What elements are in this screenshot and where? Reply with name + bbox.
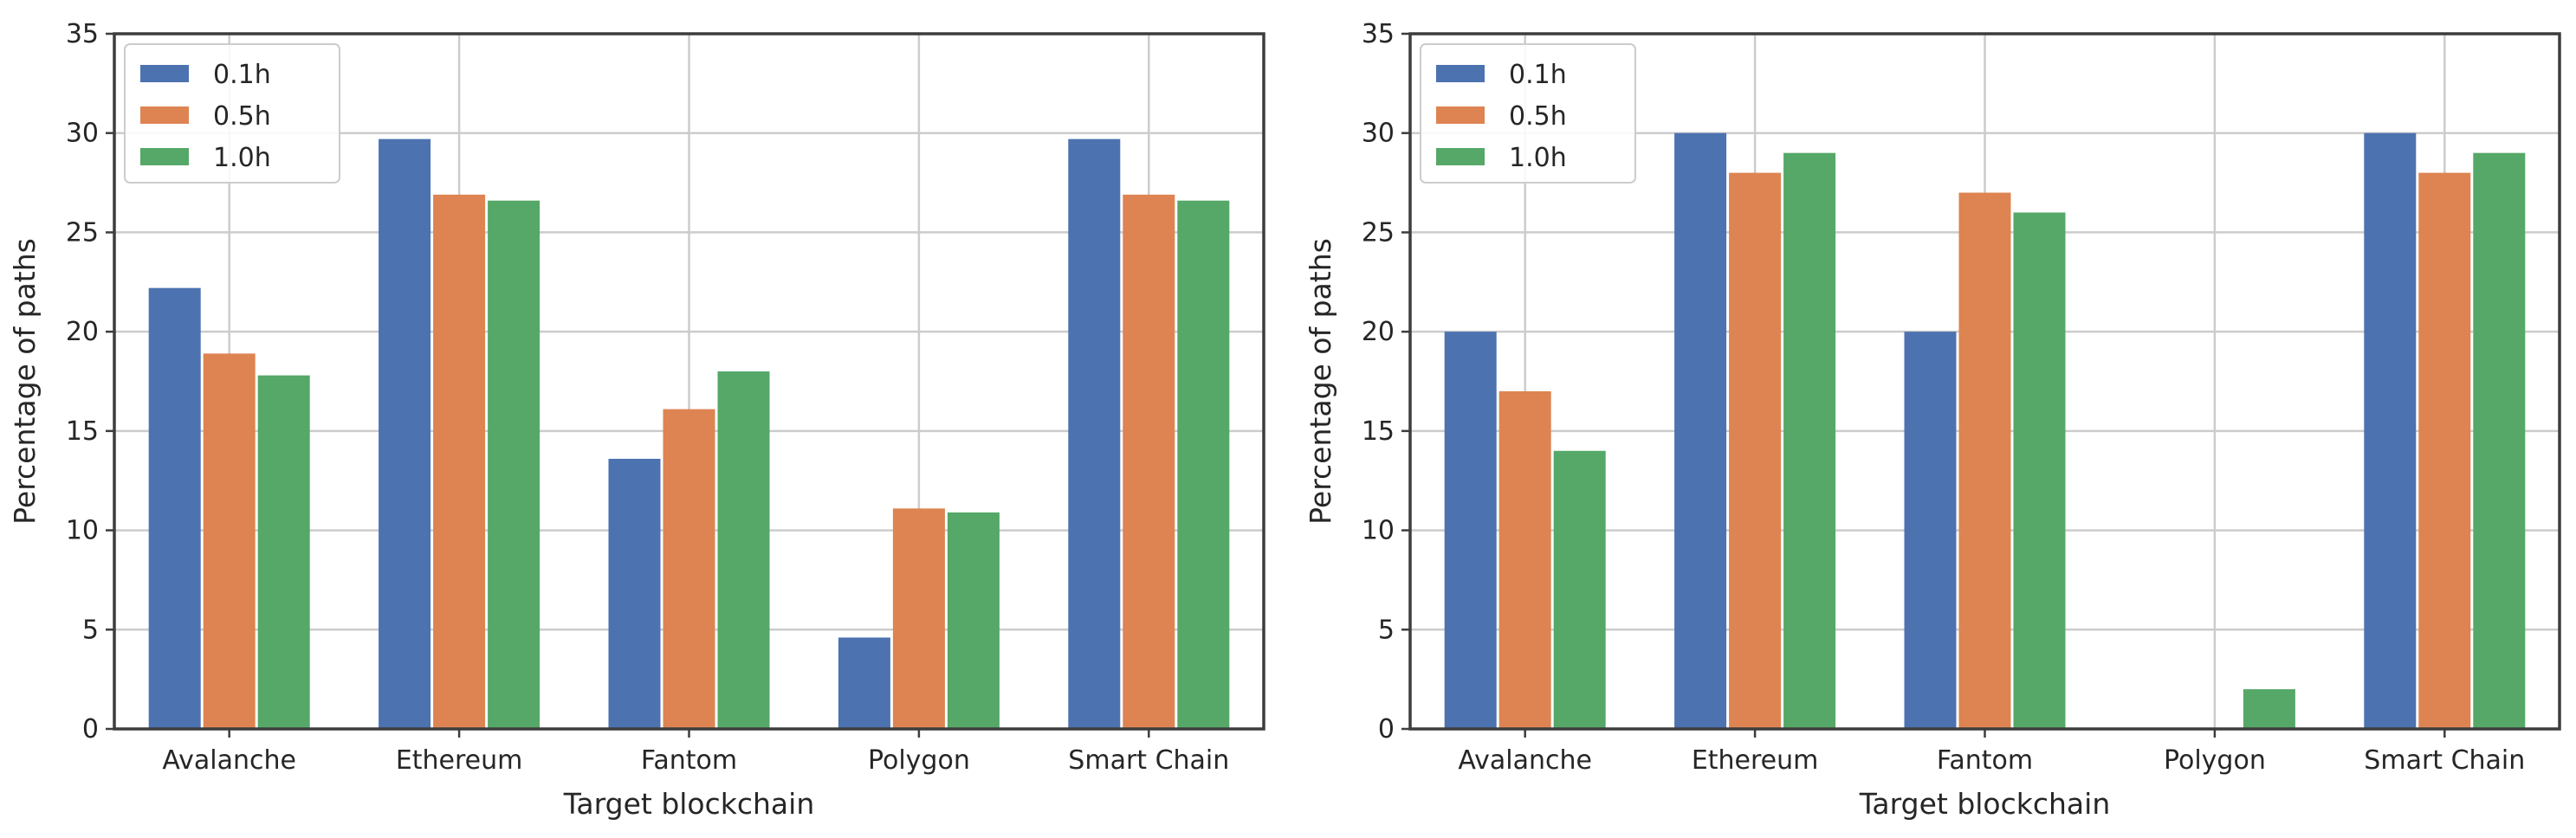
bar-0.1h-smart-chain: [2364, 132, 2417, 729]
y-tick-label: 35: [66, 19, 99, 49]
chart-panel-right: 0 5 10 15 20 25 30 35 Avalanche Ethereum Fantom Pol…: [1304, 19, 2561, 821]
bar-0.1h-fantom: [1904, 332, 1957, 729]
legend-swatch-0.1h: [1436, 65, 1485, 82]
x-tick-label: Polygon: [868, 745, 970, 776]
bar-1.0h-ethereum: [1783, 152, 1836, 729]
bar-1.0h-avalanche: [257, 375, 310, 729]
legend-swatch-0.5h: [140, 106, 189, 124]
legend-label-0.1h: 0.1h: [1509, 60, 1567, 90]
y-tick-label: 0: [1378, 714, 1395, 745]
bar-0.5h-ethereum: [433, 194, 486, 729]
x-tick-label: Avalanche: [1458, 745, 1592, 776]
bar-0.1h-smart-chain: [1068, 139, 1121, 729]
y-tick-label: 30: [1362, 119, 1395, 149]
legend-label-0.1h: 0.1h: [213, 60, 271, 90]
bar-1.0h-polygon: [947, 512, 1000, 729]
y-tick-label: 10: [1362, 516, 1395, 546]
x-tick-label: Ethereum: [1692, 745, 1819, 776]
y-tick-label: 15: [1362, 416, 1395, 447]
bar-1.0h-fantom: [717, 371, 770, 729]
bar-0.1h-fantom: [608, 458, 661, 729]
y-tick-label: 20: [66, 317, 99, 347]
bar-0.5h-fantom: [663, 409, 715, 729]
y-tick-label: 35: [1362, 19, 1395, 49]
y-axis-title: Percentage of paths: [8, 238, 42, 525]
bar-0.1h-ethereum: [379, 139, 431, 729]
y-tick-label: 15: [66, 416, 99, 447]
bar-1.0h-smart-chain: [2473, 152, 2526, 729]
y-tick-label: 10: [66, 516, 99, 546]
legend-swatch-1.0h: [140, 148, 189, 165]
legend-label-1.0h: 1.0h: [213, 143, 271, 173]
legend-swatch-0.5h: [1436, 106, 1485, 124]
y-axis-title: Percentage of paths: [1304, 238, 1337, 525]
x-tick-label: Smart Chain: [2364, 745, 2525, 776]
bar-0.5h-polygon: [892, 508, 945, 729]
bar-1.0h-smart-chain: [1177, 200, 1230, 730]
y-tick-label: 25: [66, 217, 99, 248]
legend-swatch-1.0h: [1436, 148, 1485, 165]
x-tick-label: Avalanche: [162, 745, 296, 776]
x-axis-title: Target blockchain: [563, 787, 815, 821]
x-tick-label: Fantom: [1937, 745, 2033, 776]
bar-0.5h-fantom: [1958, 192, 2011, 730]
bar-0.1h-polygon: [838, 637, 890, 729]
y-tick-label: 20: [1362, 317, 1395, 347]
x-tick-label: Fantom: [641, 745, 737, 776]
bar-1.0h-fantom: [2013, 212, 2066, 729]
bar-0.1h-ethereum: [1674, 132, 1727, 729]
bar-0.5h-smart-chain: [1123, 194, 1175, 729]
plot-frame: [1408, 32, 2561, 731]
y-tick-label: 5: [82, 615, 99, 645]
y-tick-label: 0: [82, 714, 99, 745]
x-tick-label: Smart Chain: [1068, 745, 1229, 776]
bar-0.5h-smart-chain: [2418, 172, 2471, 730]
bar-1.0h-avalanche: [1553, 450, 1606, 729]
bar-0.5h-avalanche: [1498, 390, 1551, 729]
x-tick-label: Ethereum: [396, 745, 523, 776]
bar-1.0h-polygon: [2243, 689, 2295, 729]
legend-label-0.5h: 0.5h: [213, 101, 271, 132]
bar-0.5h-ethereum: [1729, 172, 1782, 730]
legend-swatch-0.1h: [140, 65, 189, 82]
bar-0.1h-avalanche: [1444, 332, 1497, 729]
y-tick-label: 5: [1378, 615, 1395, 645]
bar-0.5h-avalanche: [203, 353, 256, 729]
y-tick-label: 25: [1362, 217, 1395, 248]
legend-label-0.5h: 0.5h: [1509, 101, 1567, 132]
chart-panel-left: 0 5 10 15 20 25 30 35 Avalanche Ethereum Fantom Pol…: [8, 19, 1265, 821]
legend-label-1.0h: 1.0h: [1509, 143, 1567, 173]
x-axis-title: Target blockchain: [1859, 787, 2111, 821]
x-tick-label: Polygon: [2164, 745, 2266, 776]
bar-1.0h-ethereum: [488, 200, 540, 730]
y-tick-label: 30: [66, 119, 99, 149]
bar-0.1h-avalanche: [148, 287, 201, 729]
plot-frame: [113, 32, 1265, 731]
